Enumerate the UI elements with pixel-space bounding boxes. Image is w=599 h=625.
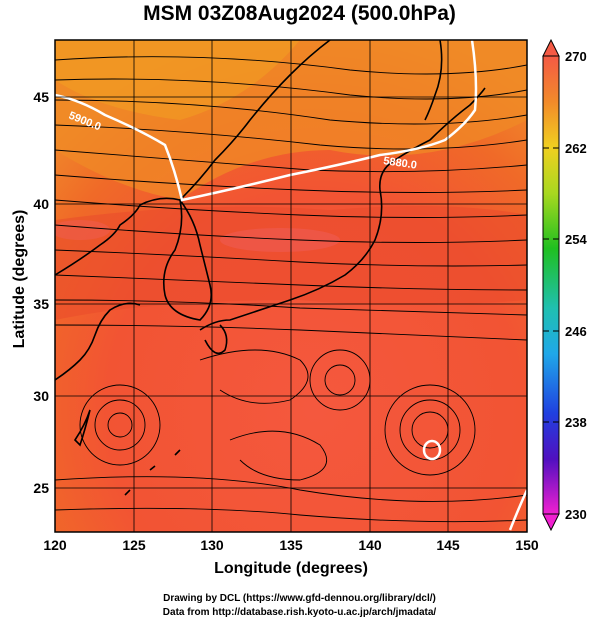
x-axis-label: Longitude (degrees) (214, 560, 368, 577)
colorbar-tick-label: 254 (565, 232, 587, 247)
colorbar-tick-label: 230 (565, 507, 587, 522)
y-tick-label: 35 (33, 296, 49, 312)
y-tick-label: 25 (33, 480, 49, 496)
geopotential-contours (55, 40, 527, 531)
plot-frame (54, 39, 528, 533)
x-tick-label: 120 (43, 537, 67, 553)
credit-drawing: Drawing by DCL (https://www.gfd-dennou.o… (163, 593, 436, 604)
colorbar-tick-label: 238 (565, 415, 587, 430)
colorbar-tick-label: 270 (565, 49, 587, 64)
chart-title: MSM 03Z08Aug2024 (500.0hPa) (143, 2, 456, 25)
x-tick-label: 135 (279, 537, 303, 553)
lat-lon-grid (55, 40, 527, 532)
colorbar-tick-label: 262 (565, 141, 587, 156)
y-axis-label: Latitude (degrees) (11, 209, 28, 349)
credit-data-source: Data from http://database.rish.kyoto-u.a… (162, 607, 437, 618)
colorbar-scale (542, 55, 560, 515)
contour-label: 5880.0 (383, 155, 418, 172)
colorbar-bottom-arrow (542, 513, 560, 532)
x-tick-label: 145 (436, 537, 460, 553)
y-tick-label: 45 (33, 89, 49, 105)
x-tick-labels: 120 125 130 135 140 145 150 (43, 537, 539, 553)
y-tick-label: 40 (33, 196, 49, 212)
x-tick-label: 150 (515, 537, 539, 553)
x-tick-label: 125 (122, 537, 146, 553)
y-tick-labels: 45 40 35 30 25 (33, 89, 49, 496)
colorbar-top-arrow (542, 38, 560, 57)
x-tick-label: 140 (358, 537, 382, 553)
x-tick-label: 130 (200, 537, 224, 553)
y-tick-label: 30 (33, 388, 49, 404)
colorbar-tick-label: 246 (565, 324, 587, 339)
colorbar: 270 262 254 246 238 230 (542, 38, 587, 532)
